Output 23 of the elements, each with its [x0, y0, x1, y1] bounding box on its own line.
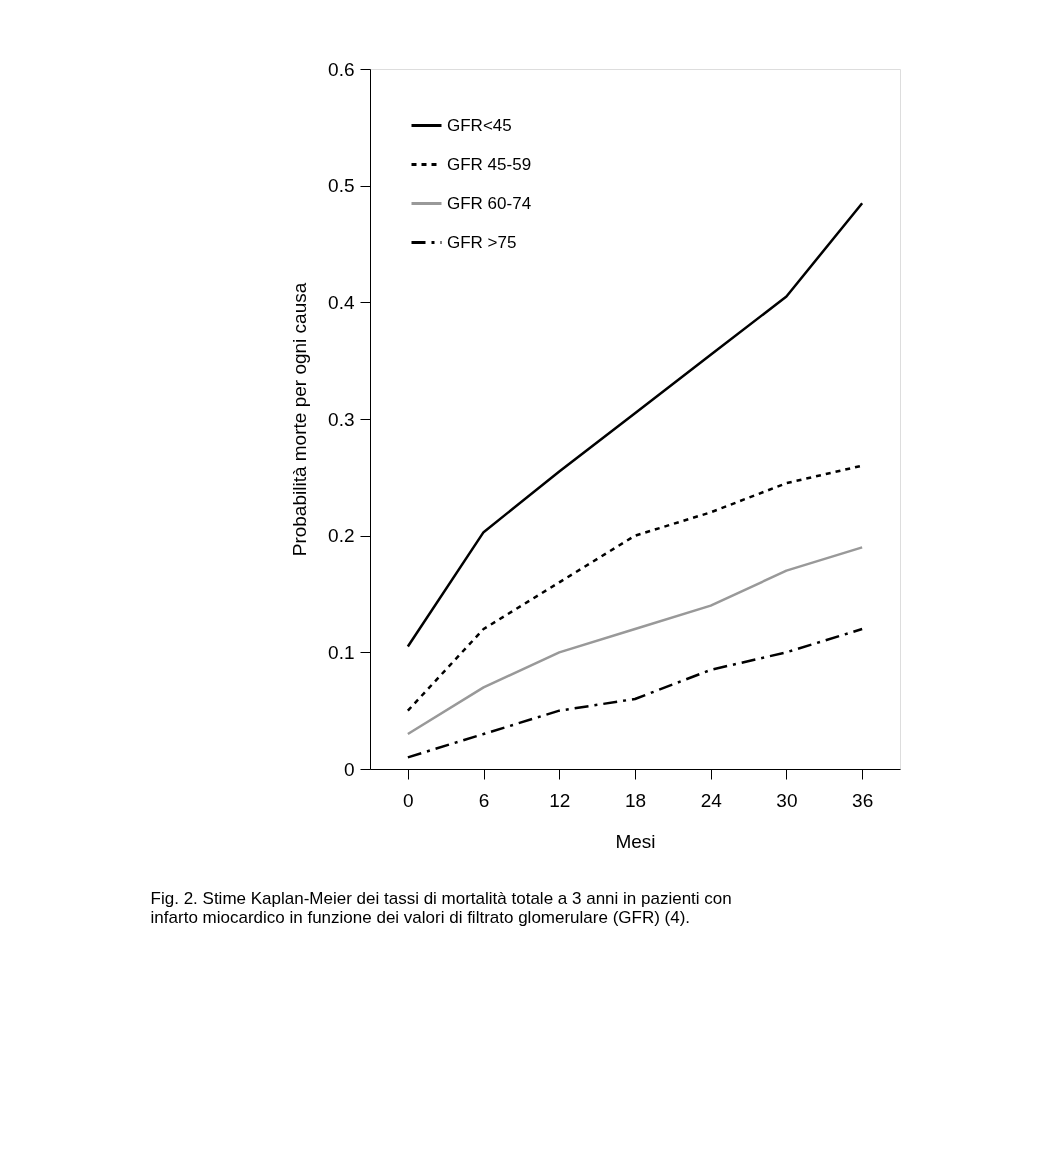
- caption: Fig. 2. Stime Kaplan-Meier dei tassi di mortalità totale a 3 anni in pazienti con infarto miocardico in funzione dei valori di filtrato glomerulare (GFR) (4).: [150, 889, 732, 927]
- line-series: [406, 546, 864, 736]
- x-tick-label: 30: [776, 789, 798, 811]
- y-axis-title: Probabilità morte per ogni causa: [289, 282, 311, 557]
- y-tick-label: 0.3: [328, 408, 355, 430]
- legend-label: GFR 45-59: [447, 154, 532, 174]
- y-tick-label: 0.1: [328, 641, 355, 663]
- x-tick-label: 12: [549, 789, 571, 811]
- x-tick-label: 36: [852, 789, 874, 811]
- x-tick-label: 0: [403, 789, 414, 811]
- y-tick-label: 0.6: [328, 58, 355, 80]
- y-tick-label: 0.5: [328, 175, 355, 197]
- legend-label: GFR >75: [447, 232, 517, 252]
- y-tick-label: 0.4: [328, 291, 355, 313]
- y-tick-label: 0.2: [328, 525, 355, 547]
- x-tick-label: 6: [478, 789, 490, 811]
- y-tick-label: 0: [343, 758, 355, 780]
- x-tick-label: 18: [624, 789, 647, 811]
- x-tick-label: 24: [700, 789, 723, 811]
- legend-label: GFR<45: [447, 115, 512, 135]
- line-series: [406, 627, 864, 759]
- legend-label: GFR 60-74: [447, 193, 532, 213]
- x-axis-title: Mesi: [615, 830, 656, 852]
